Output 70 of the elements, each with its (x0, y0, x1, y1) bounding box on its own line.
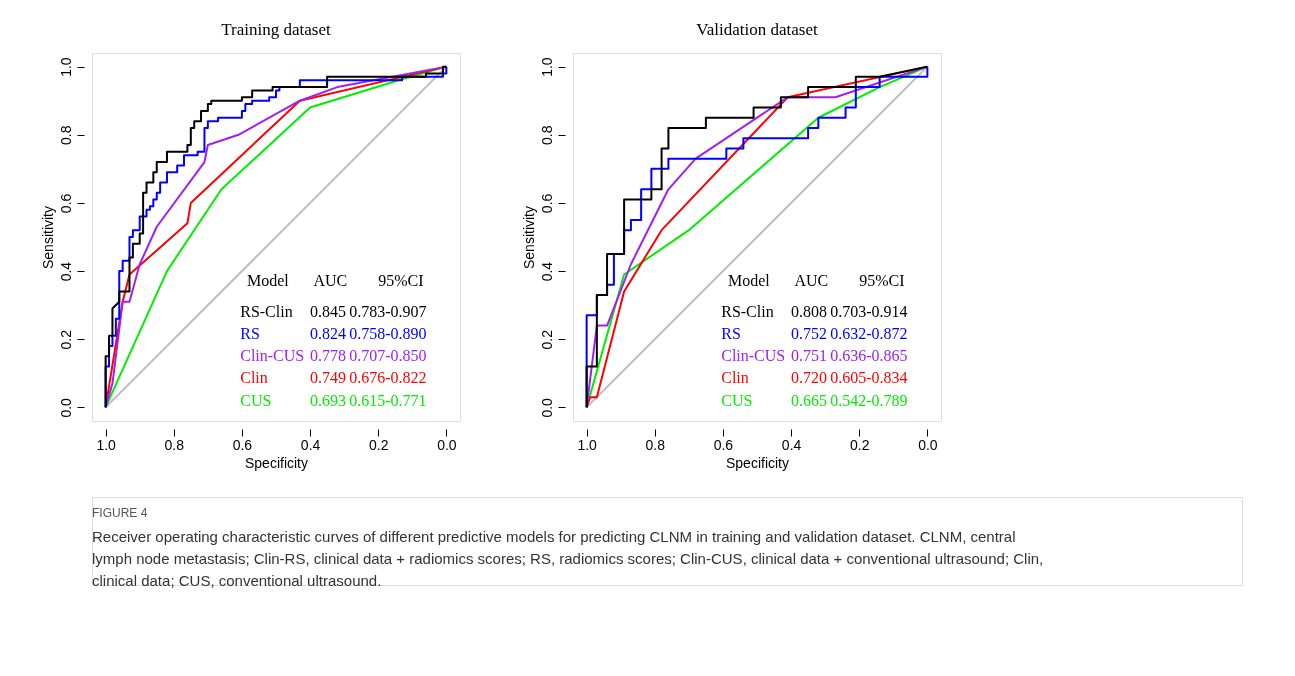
y-tick-label: 0.4 (57, 261, 74, 282)
annotation: 0.824 (310, 325, 347, 343)
caption: FIGURE 4 (92, 506, 148, 520)
x-tick-label: 0.8 (645, 436, 666, 453)
text: CUS (721, 391, 753, 409)
annotation: 0.808 (791, 302, 828, 320)
chart-title: Validation dataset (696, 20, 818, 39)
x-tick-label: 1.0 (96, 436, 117, 453)
text: RS-Clin (721, 302, 774, 320)
text: Clin (721, 369, 749, 387)
text: lymph node metastasis; Clin-RS, clinical data + radiomics scores; RS, radiomics scores; Clin-CUS, clinical data + conventional ultrasound; Clin, (92, 550, 1044, 567)
chart-title: Training dataset (221, 20, 331, 39)
annotation: 0.676-0.822 (349, 369, 427, 387)
y-tick-label: 0.2 (538, 329, 555, 350)
annotation: 0.720 (791, 369, 828, 387)
text: Clin (240, 369, 268, 387)
y-tick-label: 1.0 (57, 57, 74, 77)
text: RS-Clin (240, 302, 293, 320)
annotation: 0.632-0.872 (830, 325, 908, 343)
annotation: 0.693 (310, 391, 347, 409)
y-tick-label: 0.8 (57, 125, 74, 146)
annotation: 0.783-0.907 (349, 302, 427, 320)
text: Clin-CUS (240, 347, 305, 365)
x-tick-label: 0.2 (368, 436, 389, 453)
annotation: 0.778 (310, 347, 347, 365)
y-tick-label: 0.6 (538, 193, 555, 214)
annotation: 0.758-0.890 (349, 325, 427, 343)
x-axis-title: Specificity (725, 454, 790, 471)
x-tick-label: 0.2 (849, 436, 870, 453)
annotation: 95%CI (859, 272, 905, 290)
x-tick-label: 0.4 (300, 436, 321, 453)
annotation: 0.751 (791, 347, 828, 365)
text: RS (721, 325, 741, 343)
annotation: 0.605-0.834 (830, 369, 908, 387)
text: clinical data; CUS, conventional ultrasound. (92, 572, 382, 589)
x-tick-label: 0.8 (164, 436, 185, 453)
x-axis-title: Specificity (244, 454, 309, 471)
text: Receiver operating characteristic curves of different predictive models for predicting CLNM in training and validation dataset. CLNM, central (92, 528, 1016, 545)
x-tick-label: 0.0 (437, 436, 457, 453)
x-tick-label: 0.6 (713, 436, 734, 453)
y-tick-label: 0.2 (57, 329, 74, 350)
annotation: 0.615-0.771 (349, 391, 427, 409)
annotation: 0.707-0.850 (349, 347, 427, 365)
y-tick-label: 0.0 (538, 397, 555, 418)
annotation: 0.749 (310, 369, 347, 387)
annotation: 95%CI (378, 272, 424, 290)
annotation: 0.636-0.865 (830, 347, 908, 365)
legend-title: Model (247, 272, 290, 290)
x-tick-label: 0.4 (781, 436, 802, 453)
legend-title: Model (728, 272, 771, 290)
y-tick-label: 0.8 (538, 125, 555, 146)
y-tick-label: 0.6 (57, 193, 74, 214)
annotation: 0.542-0.789 (830, 391, 908, 409)
annotation: 0.665 (791, 391, 828, 409)
text: RS (240, 325, 260, 343)
annotation: 0.703-0.914 (830, 302, 908, 320)
annotation: 0.845 (310, 302, 347, 320)
text: Clin-CUS (721, 347, 786, 365)
x-tick-label: 0.0 (918, 436, 938, 453)
annotation: 0.752 (791, 325, 828, 343)
y-tick-label: 0.4 (538, 261, 555, 282)
x-tick-label: 0.6 (232, 436, 253, 453)
y-axis-title: Sensitivity (39, 205, 56, 270)
text: CUS (240, 391, 272, 409)
annotation: AUC (794, 272, 829, 290)
annotation: AUC (313, 272, 348, 290)
y-axis-title: Sensitivity (520, 205, 537, 270)
y-tick-label: 1.0 (538, 57, 555, 77)
x-tick-label: 1.0 (577, 436, 598, 453)
y-tick-label: 0.0 (57, 397, 74, 418)
